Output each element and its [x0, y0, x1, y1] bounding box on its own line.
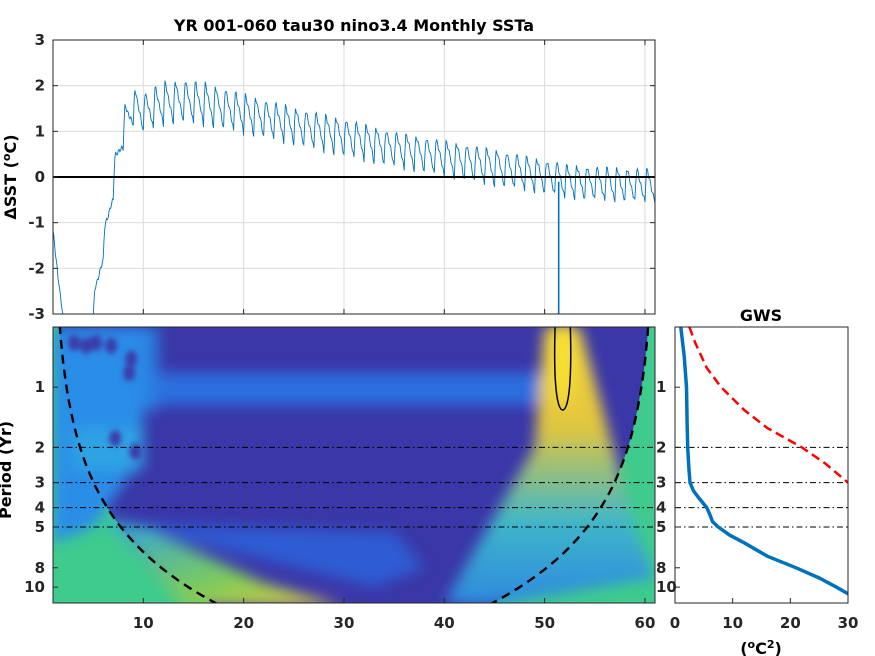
low-power-spot — [90, 334, 103, 351]
gws-ytick-label: 2 — [656, 438, 666, 456]
gws-ytick-label: 8 — [656, 559, 666, 577]
gws-xtick-label: 30 — [838, 614, 859, 632]
annual-cycle-band — [133, 373, 545, 405]
gws-xtick-label: 0 — [670, 614, 680, 632]
sst-anomaly-series — [53, 80, 655, 314]
heatmap-ytick-label: 4 — [35, 499, 45, 517]
gws-plot-area — [675, 327, 848, 603]
event-power-core — [552, 327, 573, 405]
gws-xtick-label: 10 — [722, 614, 743, 632]
gws-xlabel: (oC2) — [740, 638, 782, 656]
heatmap-ytick-label: 8 — [35, 559, 45, 577]
gws-axes-box — [674, 326, 849, 604]
gws-ytick-label: 4 — [656, 499, 666, 517]
wavelet-power-smooth-features — [53, 327, 655, 603]
timeseries-ytick-label: -1 — [28, 214, 45, 232]
gws-ytick-label: 10 — [656, 578, 677, 596]
low-power-spot — [105, 337, 118, 354]
timeseries-title: YR 001-060 tau30 nino3.4 Monthly SSTa — [173, 16, 534, 35]
low-power-spot — [68, 334, 81, 351]
low-power-spot — [109, 430, 122, 447]
heatmap-axes-box — [52, 326, 656, 604]
mid-period-band — [123, 523, 425, 588]
gws-ytick-label: 5 — [656, 518, 666, 536]
heatmap-xtick-label: 40 — [434, 614, 455, 632]
gws-title: GWS — [740, 306, 782, 325]
gws-ytick-label: 1 — [656, 378, 666, 396]
heatmap-reference-period-lines — [53, 446, 655, 528]
timeseries-ytick-label: -2 — [28, 259, 45, 277]
heatmap-xtick-label: 20 — [233, 614, 254, 632]
early-vertical-band — [143, 327, 159, 410]
timeseries-ytick-label: 2 — [35, 77, 45, 95]
heatmap-ytick-label: 10 — [24, 578, 45, 596]
heatmap-xtick-label: 60 — [635, 614, 656, 632]
timeseries-ytick-label: 3 — [35, 31, 45, 49]
timeseries-panel: -3 -2 -1 0 1 2 3 YR 001-060 tau30 nino3.4 Mont… — [0, 16, 656, 323]
timeseries-ylabel: ΔSST (oC) — [0, 134, 20, 219]
heatmap-xtick-label: 10 — [133, 614, 154, 632]
timeseries-ytick-label: -3 — [28, 305, 45, 323]
gws-reference-period-lines — [675, 446, 848, 528]
low-power-spot — [123, 365, 136, 382]
timeseries-ytick-label: 1 — [35, 122, 45, 140]
gws-significance-curve — [688, 327, 848, 484]
timeseries-ytick-label: 0 — [35, 168, 45, 186]
heatmap-ytick-label: 5 — [35, 518, 45, 536]
heatmap-ytick-label: 1 — [35, 378, 45, 396]
timeseries-ticks: -3 -2 -1 0 1 2 3 — [28, 31, 655, 323]
low-power-spot — [80, 337, 93, 354]
heatmap-ytick-label: 2 — [35, 438, 45, 456]
heatmap-ylabel: Period (Yr) — [0, 421, 15, 519]
heatmap-xtick-label: 30 — [334, 614, 355, 632]
wavelet-power-features — [53, 327, 655, 603]
gws-ytick-label: 3 — [656, 474, 666, 492]
gws-spectrum-curve — [679, 327, 848, 596]
low-power-spot — [125, 350, 138, 367]
heatmap-xtick-label: 50 — [534, 614, 555, 632]
low-frequency-ridge — [103, 517, 333, 603]
gws-xtick-label: 20 — [780, 614, 801, 632]
heatmap-ytick-label: 3 — [35, 474, 45, 492]
cone-of-influence — [58, 327, 650, 603]
significance-contour — [553, 327, 572, 411]
left-edge-spots — [68, 334, 142, 460]
event-power-plume — [444, 327, 655, 603]
low-power-spot — [129, 443, 142, 460]
